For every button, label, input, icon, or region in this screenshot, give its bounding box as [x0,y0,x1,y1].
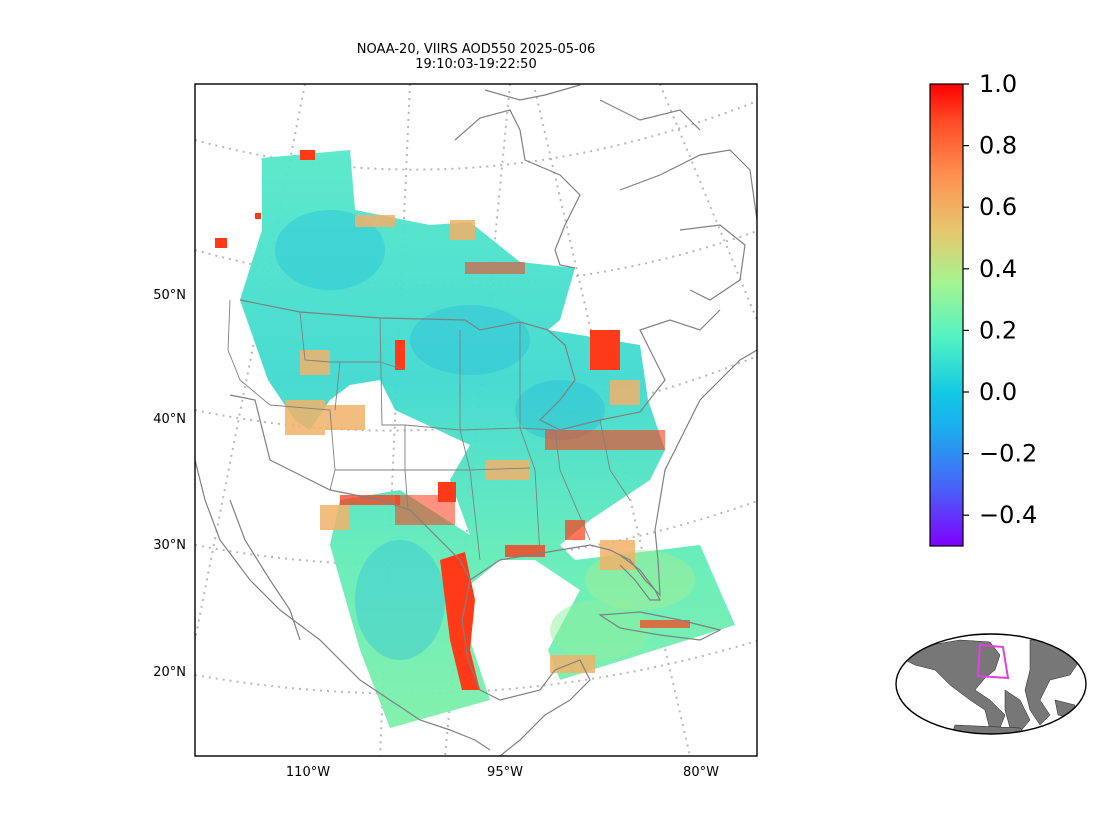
lat-label-40: 40°N [153,412,186,427]
colorbar-tick-label: 0.6 [979,193,1017,221]
map-title-line2: 19:10:03-19:22:50 [415,57,536,72]
colorbar-tick-label: 0.8 [979,132,1017,160]
map-title-line1: NOAA-20, VIIRS AOD550 2025-05-06 [357,42,595,57]
colorbar-tick-label: −0.2 [979,440,1037,468]
inset-swath-box [976,643,1010,680]
lon-label-95: 95°W [487,765,523,780]
main-map: 50°N 40°N 30°N 20°N 110°W 95°W 80°W [153,83,758,780]
colorbar-tick-label: 1.0 [979,70,1017,98]
aod-swath [215,150,735,728]
lat-label-30: 30°N [153,538,186,553]
lon-label-110: 110°W [286,765,330,780]
inset-globe-outline [895,633,1087,735]
colorbar-tick-label: 0.2 [979,316,1017,344]
colorbar-tick-label: 0.4 [979,255,1017,283]
world-inset [895,633,1087,735]
colorbar-gradient [929,83,964,547]
colorbar-tick-label: 0.0 [979,378,1017,406]
lon-label-80: 80°W [683,765,719,780]
colorbar-tick-label: −0.4 [979,501,1037,529]
colorbar-ticks: 1.0 0.8 0.6 0.4 0.2 0.0 −0.2 −0.4 [963,70,1037,529]
lat-label-50: 50°N [153,288,186,303]
lat-label-20: 20°N [153,665,186,680]
coastlines-borders [195,84,757,756]
colorbar: 1.0 0.8 0.6 0.4 0.2 0.0 −0.2 −0.4 [929,70,1037,547]
map-frame [194,83,758,757]
inset-land [904,639,1081,734]
